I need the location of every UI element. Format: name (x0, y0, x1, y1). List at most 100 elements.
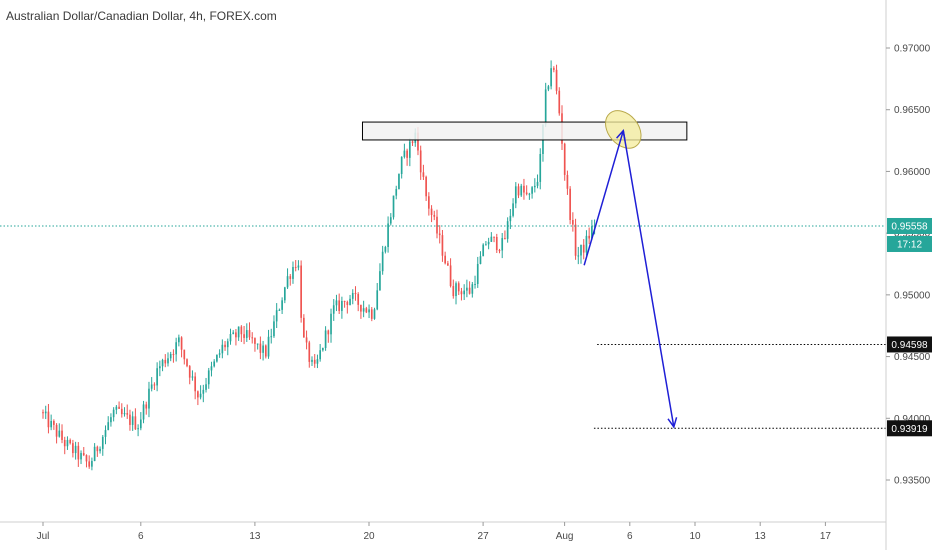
candle-body (243, 334, 245, 338)
candle-body (550, 68, 552, 87)
candle-body (395, 189, 398, 196)
candle-body (91, 461, 93, 467)
candle-body (161, 359, 164, 367)
candle-body (444, 255, 446, 264)
candle-body (93, 446, 96, 462)
candle-body (205, 384, 207, 390)
candle-body (528, 193, 531, 195)
y-tick-label: 0.94000 (894, 414, 931, 425)
candle-body (237, 326, 240, 338)
candle-body (61, 430, 63, 440)
candle-body (368, 309, 370, 313)
candle-body (558, 90, 561, 114)
candle-body (384, 247, 387, 252)
candle-body (455, 283, 457, 297)
candle-body (463, 290, 466, 295)
candle-body (547, 86, 550, 90)
candle-body (392, 195, 395, 218)
candle-body (300, 265, 302, 318)
y-tick-label: 0.94500 (894, 352, 931, 363)
candle-body (44, 411, 47, 414)
candle-body (476, 263, 479, 284)
candle-body (588, 235, 591, 239)
candle-body (343, 300, 346, 302)
highlight-ellipse (605, 110, 642, 149)
candle-body (346, 301, 349, 305)
candle-body (389, 217, 392, 224)
candle-body (436, 216, 438, 234)
candle-body (387, 223, 389, 248)
candle-body (180, 337, 183, 350)
candle-body (126, 413, 129, 415)
candle-body (172, 354, 175, 356)
candle-body (563, 143, 566, 175)
candle-body (96, 446, 99, 452)
candle-body (199, 393, 202, 398)
candle-body (278, 309, 281, 311)
candle-body (289, 276, 292, 279)
x-tick-label: Aug (556, 531, 574, 542)
candle-body (400, 156, 403, 175)
candle-body (406, 150, 408, 158)
candle-body (493, 236, 495, 238)
candle-body (580, 244, 582, 256)
candle-body (77, 445, 80, 460)
candle-body (50, 420, 52, 428)
chart-title: Australian Dollar/Canadian Dollar, 4h, F… (6, 9, 277, 23)
candle-body (188, 366, 191, 378)
candle-body (495, 236, 498, 251)
price-tag: 17:12 (887, 235, 932, 252)
candle-body (169, 354, 172, 359)
candle-body (229, 333, 232, 342)
candle-body (313, 359, 316, 364)
candle-body (150, 384, 153, 389)
candle-body (110, 417, 112, 423)
y-tick-label: 0.96000 (894, 167, 931, 178)
candle-body (577, 255, 580, 257)
candle-body (417, 132, 419, 151)
candle-body (270, 336, 273, 338)
candle-body (129, 414, 131, 425)
candle-body (536, 181, 539, 186)
candle-body (357, 294, 360, 305)
price-tag-box (887, 217, 932, 234)
candle-body (512, 203, 514, 216)
candle-body (555, 69, 558, 91)
candle-body (251, 337, 254, 339)
candle-body (303, 317, 305, 338)
candle-body (408, 141, 411, 158)
candle-body (349, 298, 351, 305)
candle-body (281, 300, 283, 310)
candle-body (433, 214, 436, 217)
candle-body (273, 321, 275, 337)
candle-body (501, 238, 504, 251)
candle-body (221, 344, 224, 354)
candle-body (379, 271, 381, 291)
candle-body (351, 292, 354, 299)
candle-body (305, 337, 308, 343)
arrow-head-up (616, 129, 626, 141)
price-tag-box (887, 235, 932, 252)
candle-body (341, 300, 343, 311)
candle-body (286, 276, 289, 288)
candle-body (137, 428, 139, 430)
candle-body (479, 256, 482, 264)
candle-body (572, 219, 574, 225)
candle-body (202, 389, 205, 394)
candle-body (517, 186, 520, 196)
candle-body (569, 188, 571, 220)
candle-body (498, 250, 501, 252)
candle-body (330, 313, 332, 335)
candle-body (466, 287, 468, 291)
candle-body (294, 267, 297, 269)
candle-body (47, 411, 50, 428)
candle-body (531, 187, 533, 194)
candle-body (118, 406, 120, 409)
price-tag-label: 17:12 (897, 239, 922, 250)
candle-body (411, 141, 414, 143)
candle-body (145, 404, 148, 409)
